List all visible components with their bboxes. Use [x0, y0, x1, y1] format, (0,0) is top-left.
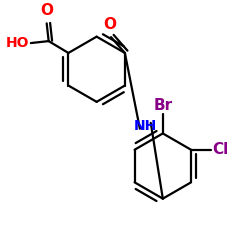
Text: O: O — [40, 3, 53, 18]
Text: HO: HO — [6, 36, 29, 50]
Text: Cl: Cl — [212, 142, 228, 157]
Text: NH: NH — [134, 119, 158, 133]
Text: Br: Br — [153, 98, 172, 113]
Text: O: O — [104, 17, 117, 32]
